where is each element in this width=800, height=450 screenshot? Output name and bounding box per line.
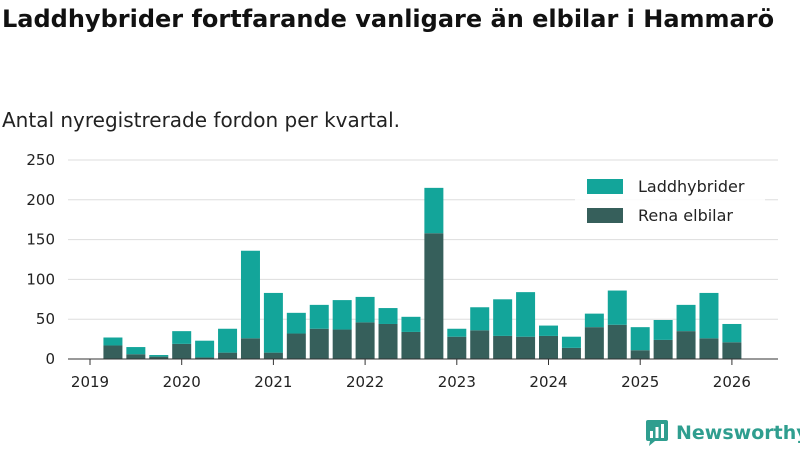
y-tick-label: 50 (36, 310, 55, 328)
bar-laddhybrider (378, 308, 398, 324)
bar-laddhybrider (722, 323, 742, 343)
bar-laddhybrider (470, 307, 490, 331)
bar-rena-elbilar (676, 331, 696, 359)
bar-laddhybrider (424, 187, 444, 234)
x-tick-label: 2025 (621, 373, 659, 391)
bar-laddhybrider (516, 292, 536, 337)
bar-rena-elbilar (355, 322, 375, 359)
legend-label: Laddhybrider (638, 177, 745, 196)
bar-rena-elbilar (263, 352, 283, 359)
bar-rena-elbilar (722, 342, 742, 359)
bar-laddhybrider (676, 304, 696, 332)
legend-swatch (587, 179, 623, 194)
bar-laddhybrider (263, 292, 283, 353)
bar-laddhybrider (103, 337, 123, 346)
x-tick-label: 2023 (438, 373, 476, 391)
bar-laddhybrider (172, 331, 192, 344)
bar-rena-elbilar (126, 354, 146, 359)
legend-label: Rena elbilar (638, 206, 733, 225)
legend-swatch (587, 208, 623, 223)
bar-rena-elbilar (516, 336, 536, 359)
bar-rena-elbilar (240, 338, 260, 359)
y-tick-label: 100 (26, 270, 55, 288)
x-tick-label: 2020 (163, 373, 201, 391)
brand-name: Newsworthy (676, 422, 800, 444)
bar-laddhybrider (240, 250, 260, 339)
y-tick-label: 250 (26, 151, 55, 169)
bar-laddhybrider (584, 313, 604, 328)
bar-laddhybrider (355, 296, 375, 323)
bar-laddhybrider (607, 290, 627, 325)
bar-rena-elbilar (309, 328, 329, 359)
y-tick-label: 150 (26, 231, 55, 249)
bar-laddhybrider (195, 340, 215, 358)
bar-laddhybrider (653, 319, 673, 340)
x-tick-label: 2019 (71, 373, 109, 391)
bar-rena-elbilar (103, 345, 123, 359)
bar-rena-elbilar (561, 347, 581, 359)
bar-rena-elbilar (401, 331, 421, 359)
bar-rena-elbilar (378, 323, 398, 359)
newsworthy-brand: Newsworthy (644, 419, 800, 447)
bar-rena-elbilar (424, 233, 444, 359)
bar-laddhybrider (149, 355, 169, 357)
x-tick-label: 2021 (254, 373, 292, 391)
bar-rena-elbilar (470, 330, 490, 359)
chart-subtitle: Antal nyregistrerade fordon per kvartal. (2, 108, 401, 132)
bar-rena-elbilar (493, 335, 513, 359)
bar-laddhybrider (218, 328, 238, 353)
bar-rena-elbilar (653, 339, 673, 359)
bar-rena-elbilar (218, 352, 238, 359)
x-tick-label: 2022 (346, 373, 384, 391)
newsworthy-logo-icon (646, 420, 668, 446)
bar-rena-elbilar (539, 335, 558, 359)
bar-laddhybrider (630, 327, 650, 351)
bar-rena-elbilar (584, 327, 604, 359)
bar-rena-elbilar (286, 333, 306, 359)
bar-rena-elbilar (447, 336, 467, 359)
x-tick-label: 2026 (713, 373, 751, 391)
bar-rena-elbilar (149, 356, 169, 359)
bar-laddhybrider (332, 300, 352, 330)
bar-laddhybrider (699, 292, 719, 339)
bar-laddhybrider (126, 347, 146, 355)
bar-rena-elbilar (332, 329, 352, 359)
bar-laddhybrider (493, 299, 513, 336)
bar-laddhybrider (309, 304, 329, 329)
bar-laddhybrider (539, 325, 558, 336)
y-tick-label: 200 (26, 191, 55, 209)
bar-rena-elbilar (607, 324, 627, 359)
y-tick-label: 0 (45, 350, 55, 368)
bar-rena-elbilar (195, 357, 215, 359)
bar-rena-elbilar (172, 343, 192, 359)
bar-laddhybrider (401, 316, 421, 332)
chart-title: Laddhybrider fortfarande vanligare än el… (2, 5, 775, 33)
bar-laddhybrider (286, 312, 306, 334)
bar-rena-elbilar (630, 350, 650, 359)
bar-laddhybrider (447, 328, 467, 337)
x-tick-label: 2024 (529, 373, 567, 391)
bar-rena-elbilar (699, 338, 719, 359)
bar-laddhybrider (561, 336, 581, 348)
